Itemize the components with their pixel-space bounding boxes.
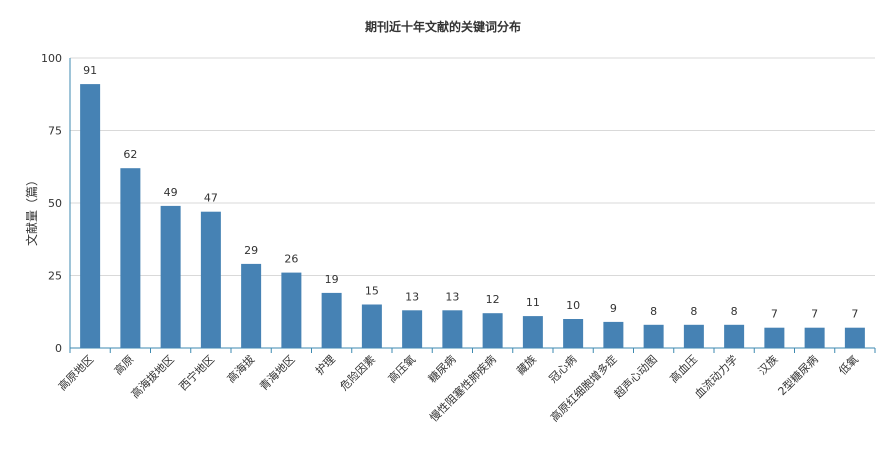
data-label: 11 bbox=[526, 296, 540, 309]
x-tick-label: 高血压 bbox=[667, 352, 700, 385]
x-tick-label: 高原 bbox=[111, 352, 136, 377]
data-label: 9 bbox=[610, 302, 617, 315]
bar bbox=[603, 321, 624, 348]
bar bbox=[200, 211, 221, 348]
bar bbox=[563, 319, 584, 348]
bar bbox=[643, 324, 664, 348]
bar bbox=[522, 316, 543, 348]
x-tick-label: 冠心病 bbox=[546, 352, 579, 385]
x-tick-label: 汉族 bbox=[755, 352, 780, 377]
x-tick-label: 糖尿病 bbox=[425, 352, 458, 385]
grid-lines bbox=[69, 57, 875, 349]
x-tick-label: 2型糖尿病 bbox=[775, 352, 821, 398]
bar bbox=[80, 84, 101, 348]
bar bbox=[160, 205, 181, 348]
bar bbox=[442, 310, 463, 348]
data-label: 26 bbox=[284, 253, 298, 266]
x-tick-label: 高海拔 bbox=[224, 352, 257, 385]
data-label: 13 bbox=[405, 290, 419, 303]
data-label: 15 bbox=[365, 285, 379, 298]
data-label: 8 bbox=[731, 305, 738, 318]
bar bbox=[482, 313, 503, 348]
x-tick-label: 血流动力学 bbox=[691, 352, 740, 401]
y-tick-label: 25 bbox=[48, 270, 62, 283]
bar bbox=[321, 292, 342, 348]
x-tick-label: 超声心动图 bbox=[611, 352, 660, 401]
x-tick-label: 青海地区 bbox=[256, 352, 297, 393]
y-tick-label: 50 bbox=[48, 197, 62, 210]
x-tick-label: 藏族 bbox=[514, 352, 539, 377]
x-tick-label: 高原地区 bbox=[55, 352, 96, 393]
data-label: 13 bbox=[445, 290, 459, 303]
y-tick-label: 75 bbox=[48, 125, 62, 138]
data-label: 29 bbox=[244, 244, 258, 257]
bar bbox=[402, 310, 423, 348]
x-tick-label: 低氧 bbox=[836, 352, 861, 377]
data-label: 62 bbox=[123, 148, 137, 161]
data-label: 19 bbox=[325, 273, 339, 286]
data-label: 8 bbox=[650, 305, 657, 318]
x-tick-label: 危险因素 bbox=[337, 352, 378, 393]
data-label: 7 bbox=[851, 308, 858, 321]
x-tick-label: 西宁地区 bbox=[176, 352, 217, 393]
x-tick-label: 慢性阻塞性肺疾病 bbox=[427, 352, 499, 424]
bar bbox=[120, 168, 141, 348]
data-label: 8 bbox=[690, 305, 697, 318]
bar bbox=[281, 272, 302, 348]
x-tick-label: 高压氧 bbox=[385, 352, 418, 385]
bar bbox=[764, 327, 785, 348]
x-tick-label: 高原红细胞增多症 bbox=[547, 352, 619, 424]
data-label: 91 bbox=[83, 64, 97, 77]
data-label: 49 bbox=[164, 186, 178, 199]
data-label: 7 bbox=[771, 308, 778, 321]
bar bbox=[844, 327, 865, 348]
bars bbox=[80, 84, 865, 348]
data-labels: 91 62 49 47 29 26 19 15 13 13 12 11 10 9 8 8 8 7 7 7 bbox=[83, 64, 858, 321]
bar bbox=[683, 324, 704, 348]
x-tick-label: 护理 bbox=[312, 352, 337, 377]
data-label: 47 bbox=[204, 192, 218, 205]
bar bbox=[724, 324, 745, 348]
y-tick-label: 0 bbox=[55, 342, 62, 355]
x-tick-label: 高海拔地区 bbox=[128, 352, 177, 401]
y-axis-label: 文献量（篇） bbox=[24, 174, 39, 246]
data-label: 12 bbox=[486, 293, 500, 306]
bar bbox=[804, 327, 825, 348]
chart-title: 期刊近十年文献的关键词分布 bbox=[365, 19, 521, 34]
data-label: 10 bbox=[566, 299, 580, 312]
bar bbox=[361, 304, 382, 348]
bar bbox=[241, 263, 262, 348]
data-label: 7 bbox=[811, 308, 818, 321]
y-tick-label: 100 bbox=[41, 52, 62, 65]
